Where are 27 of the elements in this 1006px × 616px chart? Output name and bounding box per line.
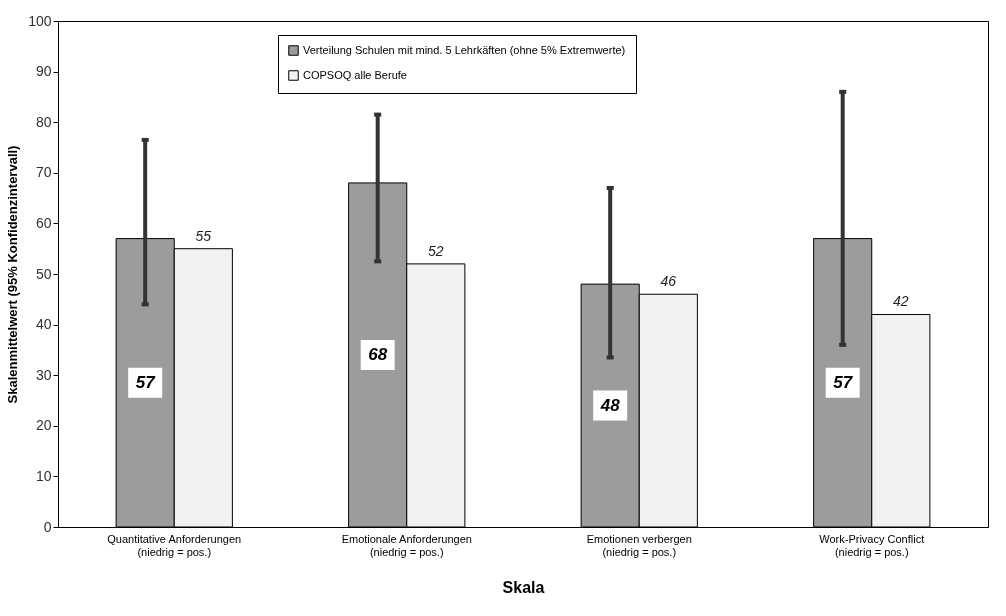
legend-label: COPSOQ alle Berufe: [303, 68, 407, 81]
x-tick-label: Emotionen verbergen (niedrig = pos.): [586, 532, 692, 558]
legend-label: Verteilung Schulen mit mind. 5 Lehrkäften (ohne 5% Extremwerte): [303, 43, 626, 56]
data-label: 52: [428, 242, 444, 259]
data-label: 42: [893, 293, 909, 310]
y-tick-label: 10: [35, 467, 52, 484]
y-tick-label: 70: [35, 164, 52, 181]
data-label: 48: [599, 395, 621, 415]
data-label: 46: [660, 273, 677, 290]
data-label: 57: [833, 372, 854, 392]
y-tick-label: 0: [43, 518, 52, 535]
y-tick-label: 90: [35, 63, 52, 80]
x-tick-label: Emotionale Anforderungen (niedrig = pos.): [341, 532, 472, 558]
y-tick-label: 80: [35, 113, 52, 130]
x-axis-title: Skala: [502, 578, 545, 596]
y-tick-label: 60: [35, 214, 52, 231]
y-tick-label: 30: [35, 366, 52, 383]
x-tick-label: Work-Privacy Conflict (niedrig = pos.): [819, 532, 925, 558]
data-label: 68: [368, 344, 388, 364]
y-tick-label: 40: [35, 316, 52, 333]
y-tick-label: 50: [35, 265, 52, 282]
data-label: 55: [195, 227, 212, 244]
data-label: 57: [135, 372, 157, 392]
x-tick-label: Quantitative Anforderungen (niedrig = pos.): [107, 532, 242, 558]
y-tick-label: 20: [35, 417, 52, 434]
y-axis-title: Skalenmittelwert (95% Konfidenzintervall): [5, 145, 21, 404]
y-tick-label: 100: [28, 12, 52, 29]
